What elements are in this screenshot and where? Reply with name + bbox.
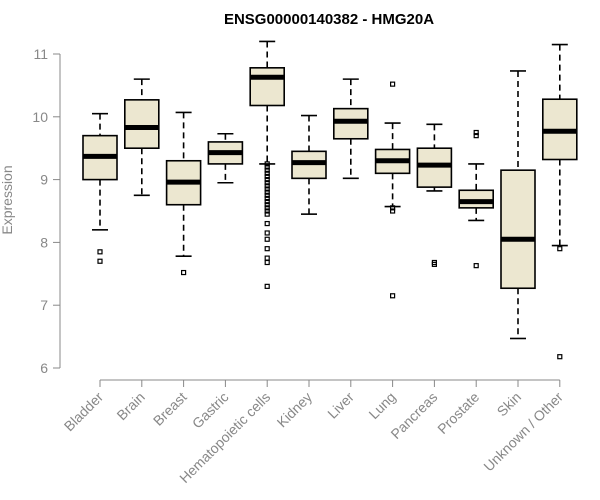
x-tick-label: Skin [494,389,525,420]
outlier-point [264,167,270,173]
boxes-group [82,40,578,360]
box-unknown-other [541,43,578,360]
y-tick-label: 9 [40,172,48,188]
y-tick-label: 8 [40,234,48,250]
x-tick-label: Kidney [274,389,316,431]
box-prostate [458,129,495,269]
y-tick-label: 6 [40,360,48,376]
box-bladder [82,112,118,264]
outlier-point [390,81,396,87]
chart-title: ENSG00000140382 - HMG20A [224,11,434,28]
outlier-point [390,205,396,211]
box-pancreas [416,123,453,267]
outlier-point [264,192,270,198]
outlier-point [473,263,479,269]
outlier-point [264,246,270,252]
box-hematopoietic-cells [249,40,285,289]
x-tick-label: Lung [365,389,398,422]
outlier-point [390,293,396,299]
outlier-point [264,189,270,195]
box-iqr [249,67,285,107]
y-tick-label: 7 [40,297,48,313]
outlier-point [264,236,270,242]
outlier-point [264,205,270,211]
box-skin [500,70,536,340]
box-iqr [500,169,536,290]
y-axis: 6 7 8 9 10 11 [32,46,61,376]
outlier-point [390,208,396,214]
outlier-point [431,261,437,267]
x-tick-label: Breast [150,389,190,429]
box-iqr [124,99,160,150]
outlier-point [264,283,270,289]
y-tick-label: 10 [32,109,48,125]
box-iqr [332,107,369,140]
outlier-point [264,255,270,261]
x-tick-label: Bladder [61,389,107,435]
outlier-point [264,220,270,227]
outlier-point [264,170,270,176]
outlier-point [264,173,270,180]
x-tick-label: Prostate [434,389,482,437]
outlier-point [264,164,270,170]
outlier-point [264,202,270,208]
outlier-point [97,249,103,255]
outlier-point [557,354,563,360]
outlier-point [264,198,270,205]
outlier-point [473,129,479,136]
box-lung [374,81,411,299]
outlier-point [473,133,479,139]
box-breast [165,111,202,276]
outlier-point [264,230,270,236]
outlier-point [557,246,563,252]
box-liver [332,78,369,180]
outlier-point [264,208,270,214]
x-tick-label: Unknown / Other [480,389,566,475]
box-gastric [207,132,244,184]
x-tick-label: Brain [113,389,147,423]
box-iqr [416,147,453,188]
outlier-point [264,186,270,192]
outlier-point [264,211,270,217]
y-tick-label: 11 [33,46,48,62]
outlier-point [264,183,270,189]
outlier-point [264,180,270,186]
outlier-point [264,177,270,183]
outlier-point [97,258,103,264]
y-axis-label: Expression [0,165,15,234]
box-iqr [458,189,495,209]
box-kidney [291,114,327,215]
x-tick-label: Liver [324,389,357,422]
outlier-point [181,269,187,276]
outlier-point [264,195,270,202]
box-brain [124,78,160,197]
outlier-point [264,259,270,266]
outlier-point [264,161,270,167]
